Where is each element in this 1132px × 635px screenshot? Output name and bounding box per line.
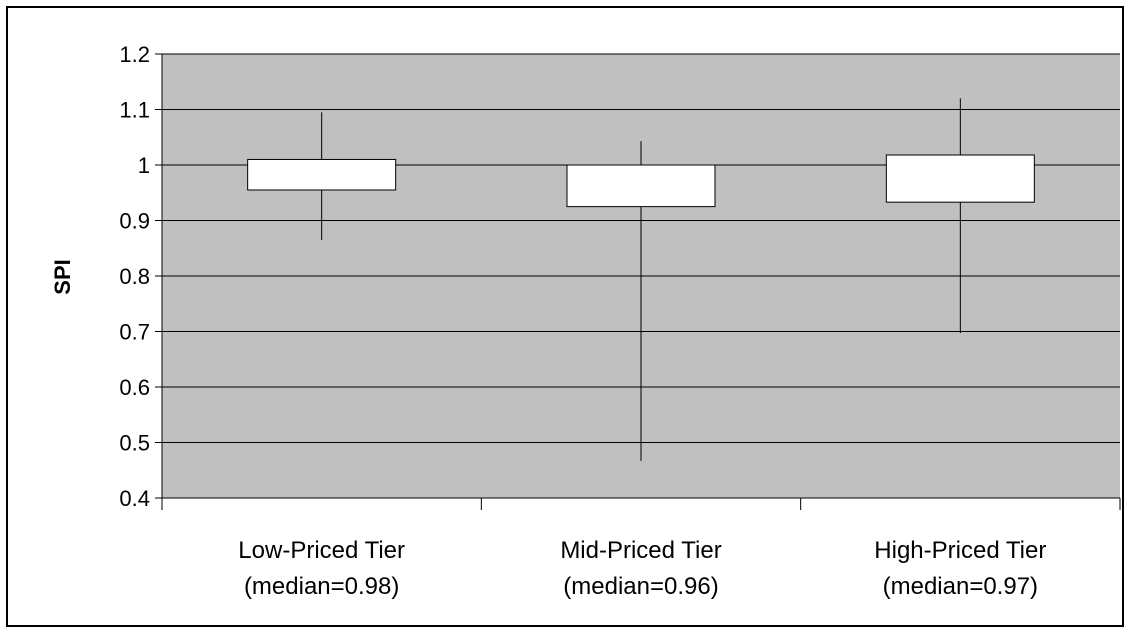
y-tick-label: 1.1	[119, 98, 150, 123]
x-category-sublabel: (median=0.98)	[244, 573, 399, 600]
y-tick-label: 1	[138, 153, 150, 178]
box-group	[247, 112, 397, 240]
box	[247, 158, 397, 191]
x-category-label: Mid-Priced Tier	[560, 537, 721, 564]
x-category-label: Low-Priced Tier	[238, 537, 405, 564]
y-tick-label: 1.2	[119, 42, 150, 67]
y-tick-label: 0.7	[119, 320, 150, 345]
box	[566, 164, 716, 208]
x-category-labels: Low-Priced Tier (median=0.98) Mid-Priced T…	[238, 537, 1046, 600]
y-tick-labels: 0.4 0.5 0.6 0.7 0.8 0.9 1 1.1 1.2	[119, 42, 150, 511]
box-group	[885, 98, 1035, 334]
x-category-sublabel: (median=0.97)	[883, 573, 1038, 600]
y-tick-label: 0.5	[119, 431, 150, 456]
y-axis-label: SPI	[50, 259, 75, 294]
box	[885, 154, 1035, 203]
box-group	[566, 141, 716, 461]
x-category-sublabel: (median=0.96)	[563, 573, 718, 600]
box-series	[247, 98, 1035, 461]
y-tick-label: 0.6	[119, 375, 150, 400]
axes	[155, 53, 1121, 510]
y-tick-label: 0.9	[119, 209, 150, 234]
y-tick-label: 0.4	[119, 486, 150, 511]
y-tick-label: 0.8	[119, 264, 150, 289]
x-category-label: High-Priced Tier	[874, 537, 1046, 564]
